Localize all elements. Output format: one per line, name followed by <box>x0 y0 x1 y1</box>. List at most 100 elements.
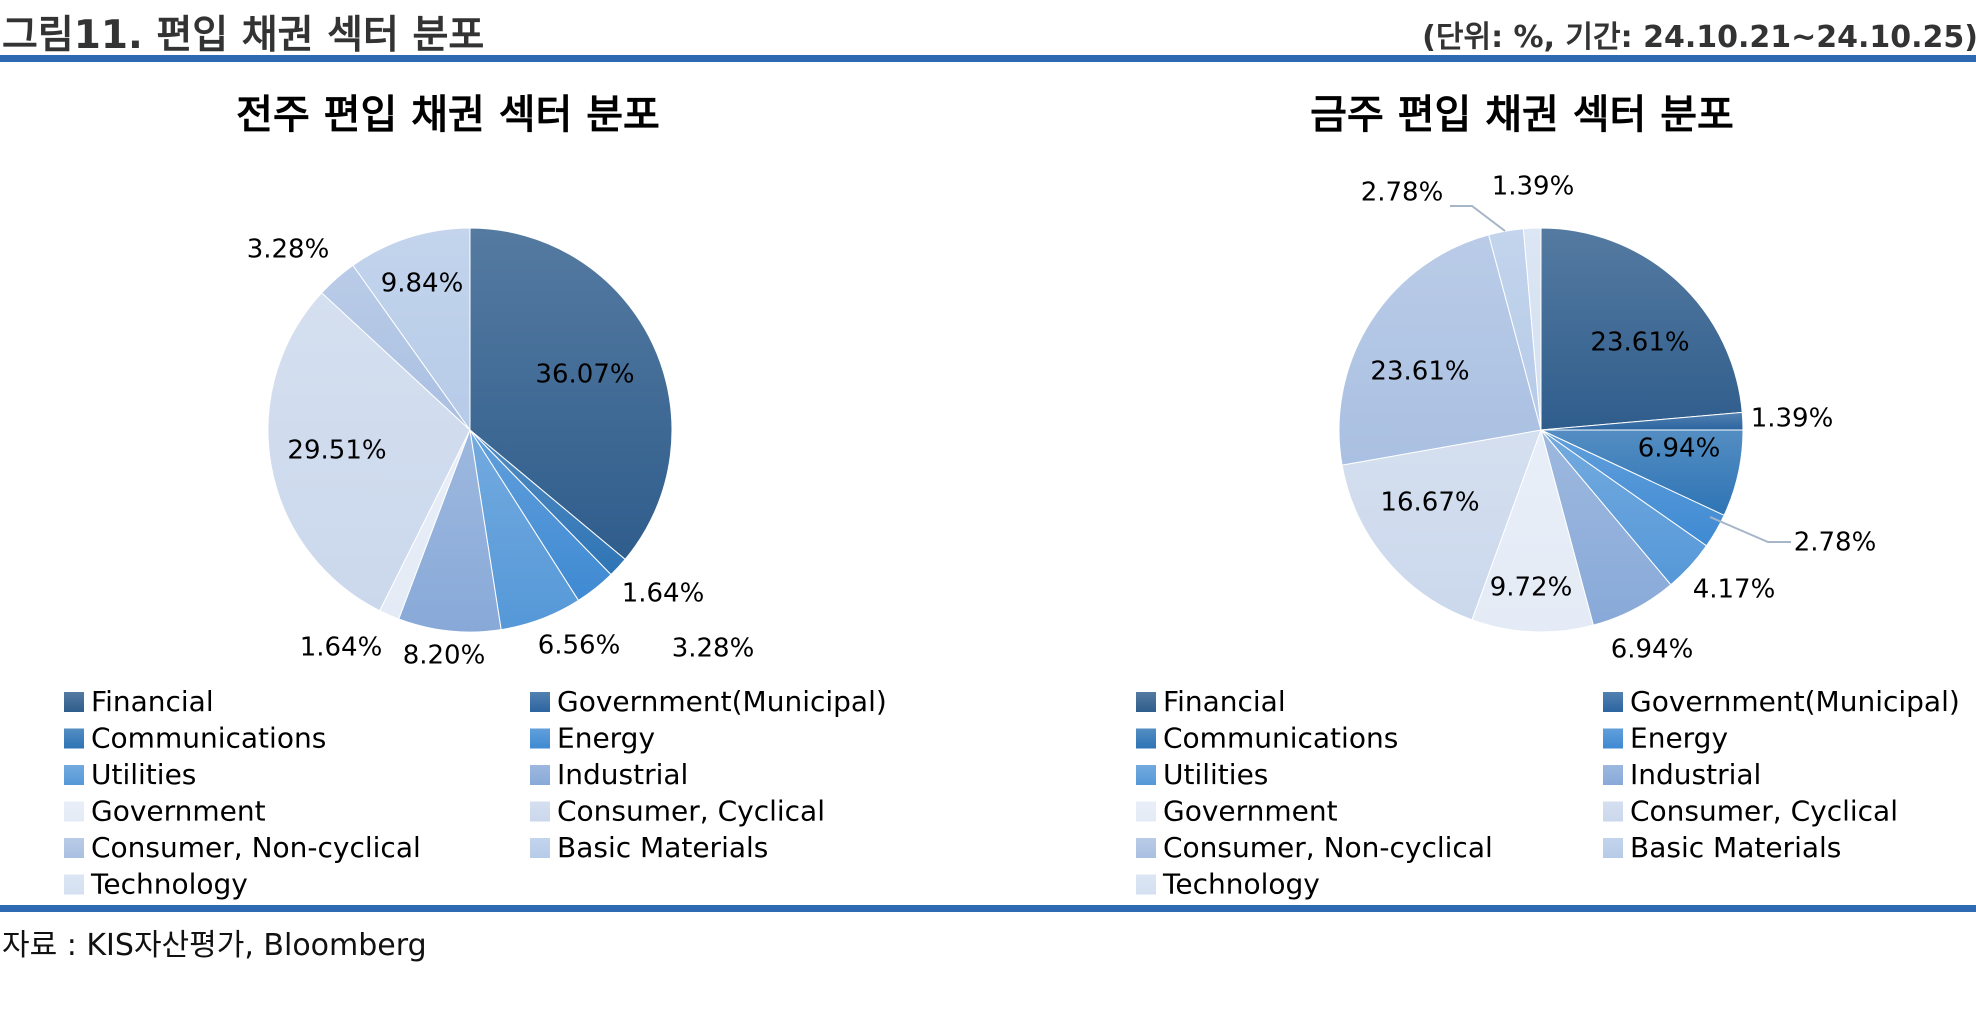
legend-swatch <box>1603 728 1623 749</box>
leader-line <box>1709 516 1791 543</box>
legend-label: Communications <box>91 722 326 755</box>
legend-swatch <box>64 765 84 785</box>
legend-item: Government(Municipal) <box>530 685 887 718</box>
legend-swatch <box>64 692 84 712</box>
chart-title: 전주 편입 채권 섹터 분포 <box>236 92 660 138</box>
legend-item: Communications <box>64 722 326 755</box>
legend-label: Communications <box>1163 722 1398 755</box>
slice-consumer-cyclical <box>267 292 471 612</box>
legend-swatch <box>1603 765 1623 785</box>
legend-label: Utilities <box>1163 758 1268 791</box>
legend-swatch <box>64 801 84 822</box>
legend-swatch <box>64 838 84 858</box>
slice-consumer-cyclical <box>1341 429 1542 621</box>
slice-consumer-non-cyclical <box>1338 234 1542 466</box>
pie-charts: 전주 편입 채권 섹터 분포 36.07% 1.64% 3.28% 6.56% 8.20%… <box>64 92 1960 901</box>
bottom-rule <box>0 905 1976 912</box>
legend-label: Government <box>1163 795 1338 828</box>
legend-label: Consumer, Cyclical <box>557 795 825 828</box>
data-label: 36.07% <box>535 360 634 390</box>
legend-item: Industrial <box>1603 758 1761 791</box>
data-label: 1.64% <box>300 633 383 663</box>
legend-item: Communications <box>1136 722 1398 755</box>
legend-item: Energy <box>530 722 655 755</box>
legend-label: Industrial <box>1630 758 1761 791</box>
legend-label: Consumer, Cyclical <box>1630 795 1898 828</box>
data-label: 29.51% <box>287 436 386 466</box>
legend-item: Consumer, Non-cyclical <box>1136 831 1493 864</box>
legend-swatch <box>530 728 550 749</box>
legend-swatch <box>1136 874 1156 895</box>
legend-swatch <box>1136 692 1156 712</box>
legend-label: Financial <box>91 685 214 718</box>
slice-financial <box>1540 227 1743 431</box>
legend-label: Consumer, Non-cyclical <box>91 831 421 864</box>
data-label: 9.72% <box>1490 573 1573 603</box>
data-label: 23.61% <box>1590 328 1689 358</box>
data-label: 6.94% <box>1638 434 1721 464</box>
legend-swatch <box>530 692 550 712</box>
leader-line <box>1450 205 1506 232</box>
legend-item: Basic Materials <box>1603 831 1841 864</box>
legend-swatch <box>64 728 84 749</box>
legend-item: Government <box>64 795 266 828</box>
legend-swatch <box>64 874 84 895</box>
top-rule <box>0 55 1976 62</box>
pie-chart-2: 금주 편입 채권 섹터 분포 23.61% 1.39% 6.94% 2.78% 4.17%… <box>1136 92 1960 901</box>
legend-swatch <box>1603 692 1623 712</box>
legend-swatch <box>530 765 550 785</box>
legend-item: Government(Municipal) <box>1603 685 1960 718</box>
data-label: 1.39% <box>1492 172 1575 202</box>
legend-item: Basic Materials <box>530 831 768 864</box>
legend-item: Financial <box>1136 685 1286 718</box>
legend-item: Consumer, Cyclical <box>530 795 825 828</box>
pie-chart-1: 전주 편입 채권 섹터 분포 36.07% 1.64% 3.28% 6.56% 8.20%… <box>64 92 887 901</box>
unit-period-note: (단위: %, 기간: 24.10.21~24.10.25) <box>1422 20 1976 55</box>
slice-financial <box>469 227 673 561</box>
legend-swatch <box>1603 801 1623 822</box>
legend-swatch <box>1136 838 1156 858</box>
legend-swatch <box>1136 765 1156 785</box>
legend-item: Utilities <box>64 758 196 791</box>
slice-technology <box>1522 227 1542 431</box>
data-label: 4.17% <box>1693 575 1776 605</box>
data-label: 9.84% <box>381 269 464 299</box>
chart-title: 금주 편입 채권 섹터 분포 <box>1310 92 1734 138</box>
legend-label: Energy <box>1630 722 1728 755</box>
legend-item: Financial <box>64 685 214 718</box>
data-label: 23.61% <box>1370 357 1469 387</box>
legend-label: Technology <box>90 868 248 901</box>
data-label: 3.28% <box>247 235 330 265</box>
legend-item: Government <box>1136 795 1338 828</box>
legend-label: Basic Materials <box>1630 831 1841 864</box>
legend-swatch <box>1603 838 1623 858</box>
data-label: 6.94% <box>1611 635 1694 665</box>
legend-label: Utilities <box>91 758 196 791</box>
slice-government <box>1471 428 1594 633</box>
data-label: 3.28% <box>672 634 755 664</box>
data-label: 1.39% <box>1751 404 1834 434</box>
legend-swatch <box>530 801 550 822</box>
legend-item: Energy <box>1603 722 1728 755</box>
legend-swatch <box>1136 728 1156 749</box>
data-label: 16.67% <box>1380 488 1479 518</box>
figure-title: 그림11. 편입 채권 섹터 분포 <box>2 13 485 58</box>
legend-label: Government(Municipal) <box>1630 685 1960 718</box>
data-label: 2.78% <box>1361 178 1444 208</box>
legend-swatch <box>1136 801 1156 822</box>
legend-label: Government(Municipal) <box>557 685 887 718</box>
legend-swatch <box>530 838 550 858</box>
slice-industrial <box>398 428 502 633</box>
legend-label: Basic Materials <box>557 831 768 864</box>
legend-item: Consumer, Cyclical <box>1603 795 1898 828</box>
legend-item: Utilities <box>1136 758 1268 791</box>
legend-label: Energy <box>557 722 655 755</box>
data-label: 8.20% <box>403 641 486 671</box>
legend-label: Industrial <box>557 758 688 791</box>
legend-label: Financial <box>1163 685 1286 718</box>
legend-item: Industrial <box>530 758 688 791</box>
legend-item: Technology <box>1136 868 1320 901</box>
legend-label: Technology <box>1162 868 1320 901</box>
legend-label: Government <box>91 795 266 828</box>
source-note: 자료 : KIS자산평가, Bloomberg <box>2 928 427 963</box>
